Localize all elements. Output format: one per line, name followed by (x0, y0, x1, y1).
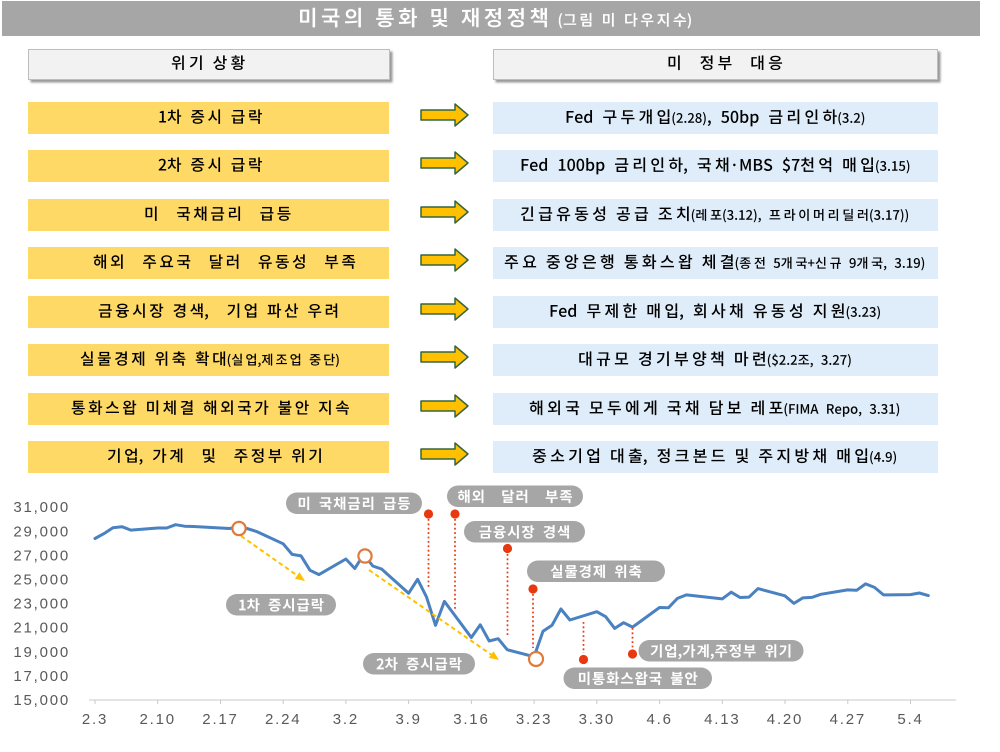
svg-text:4.20: 4.20 (767, 711, 803, 728)
svg-text:29,000: 29,000 (13, 523, 70, 540)
svg-text:17,000: 17,000 (13, 668, 70, 685)
svg-text:3.9: 3.9 (395, 711, 421, 728)
svg-text:2.3: 2.3 (82, 711, 108, 728)
svg-text:31,000: 31,000 (13, 499, 70, 516)
svg-text:4.13: 4.13 (704, 711, 740, 728)
svg-text:5.4: 5.4 (897, 711, 923, 728)
svg-text:4.6: 4.6 (646, 711, 672, 728)
svg-text:27,000: 27,000 (13, 547, 70, 564)
svg-text:2.10: 2.10 (139, 711, 175, 728)
svg-text:19,000: 19,000 (13, 644, 70, 661)
svg-text:21,000: 21,000 (13, 620, 70, 637)
svg-text:3.2: 3.2 (333, 711, 359, 728)
svg-text:2.24: 2.24 (265, 711, 301, 728)
svg-text:23,000: 23,000 (13, 596, 70, 613)
svg-text:3.16: 3.16 (453, 711, 489, 728)
svg-text:15,000: 15,000 (13, 692, 70, 709)
svg-text:3.30: 3.30 (579, 711, 615, 728)
svg-text:2.17: 2.17 (202, 711, 238, 728)
svg-text:4.27: 4.27 (830, 711, 866, 728)
svg-text:3.23: 3.23 (516, 711, 552, 728)
svg-text:25,000: 25,000 (13, 572, 70, 589)
